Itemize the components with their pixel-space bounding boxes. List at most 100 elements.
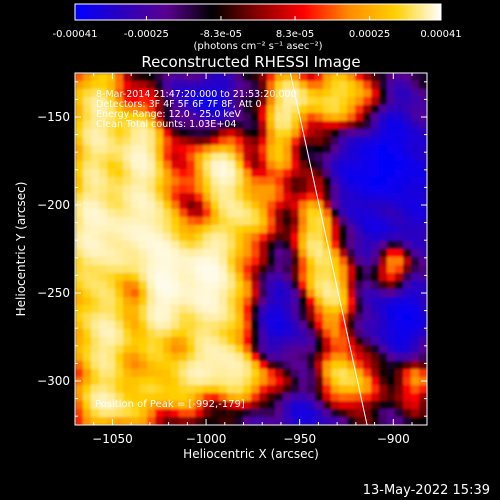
heatmap-cell <box>267 121 276 130</box>
heatmap-cell <box>115 353 124 362</box>
heatmap-cell <box>139 249 148 258</box>
heatmap-cell <box>227 273 236 282</box>
heatmap-cell <box>339 385 348 394</box>
heatmap-cell <box>275 225 284 234</box>
heatmap-cell <box>315 225 324 234</box>
footer-date: 13-May-2022 15:39 <box>363 483 490 498</box>
heatmap-cell <box>411 289 420 298</box>
heatmap-cell <box>91 321 100 330</box>
heatmap-cell <box>331 297 340 306</box>
heatmap-cell <box>315 377 324 386</box>
heatmap-cell <box>171 201 180 210</box>
heatmap-cell <box>387 97 396 106</box>
heatmap-cell <box>107 369 116 378</box>
heatmap-cell <box>315 289 324 298</box>
heatmap-cell <box>131 97 140 106</box>
heatmap-cell <box>419 313 427 322</box>
heatmap-cell <box>99 385 108 394</box>
heatmap-cell <box>171 313 180 322</box>
heatmap-cell <box>355 233 364 242</box>
heatmap-cell <box>267 185 276 194</box>
heatmap-cell <box>147 225 156 234</box>
heatmap-cell <box>267 417 276 425</box>
heatmap-cell <box>155 241 164 250</box>
heatmap-cell <box>131 177 140 186</box>
heatmap-cell <box>147 297 156 306</box>
heatmap-cell <box>107 249 116 258</box>
heatmap-cell <box>195 81 204 90</box>
heatmap-cell <box>275 313 284 322</box>
heatmap-cell <box>91 353 100 362</box>
colorbar-tick-label: -0.00041 <box>53 29 98 40</box>
heatmap-cell <box>291 185 300 194</box>
heatmap-cell <box>155 137 164 146</box>
heatmap-cell <box>99 193 108 202</box>
heatmap-cell <box>203 257 212 266</box>
heatmap-cell <box>347 289 356 298</box>
heatmap-cell <box>235 385 244 394</box>
heatmap-cell <box>171 289 180 298</box>
x-tick-label: −950 <box>283 432 316 446</box>
heatmap-cell <box>307 161 316 170</box>
heatmap-cell <box>259 241 268 250</box>
heatmap-cell <box>99 241 108 250</box>
heatmap-cell <box>363 353 372 362</box>
heatmap-cell <box>91 225 100 234</box>
heatmap-cell <box>347 345 356 354</box>
heatmap-cell <box>363 185 372 194</box>
heatmap-cell <box>235 281 244 290</box>
heatmap-cell <box>403 73 412 82</box>
heatmap-cell <box>235 329 244 338</box>
heatmap-cell <box>355 177 364 186</box>
heatmap-cell <box>99 113 108 122</box>
heatmap-cell <box>211 81 220 90</box>
heatmap-cell <box>243 233 252 242</box>
heatmap-cell <box>115 89 124 98</box>
heatmap-cell <box>187 217 196 226</box>
heatmap-cell <box>83 297 92 306</box>
heatmap-cell <box>163 169 172 178</box>
heatmap-cell <box>283 385 292 394</box>
heatmap-cell <box>315 257 324 266</box>
heatmap-cell <box>379 313 388 322</box>
heatmap-cell <box>147 185 156 194</box>
heatmap-cell <box>267 385 276 394</box>
heatmap-cell <box>411 185 420 194</box>
heatmap-cell <box>371 73 380 82</box>
energy-range-annotation: Energy Range: 12.0 - 25.0 keV <box>96 109 241 120</box>
heatmap-cell <box>163 89 172 98</box>
colorbar-unit-label: (photons cm⁻² s⁻¹ asec⁻²) <box>193 41 322 52</box>
heatmap-cell <box>91 377 100 386</box>
heatmap-cell <box>251 81 260 90</box>
heatmap-cell <box>267 137 276 146</box>
heatmap-cell <box>331 193 340 202</box>
heatmap-cell <box>315 393 324 402</box>
heatmap-cell <box>395 313 404 322</box>
heatmap-cell <box>155 153 164 162</box>
heatmap-cell <box>371 353 380 362</box>
heatmap-cell <box>91 153 100 162</box>
heatmap-cell <box>107 217 116 226</box>
heatmap-cell <box>299 209 308 218</box>
heatmap-cell <box>299 329 308 338</box>
heatmap-cell <box>275 321 284 330</box>
heatmap-cell <box>123 329 132 338</box>
heatmap-cell <box>131 337 140 346</box>
heatmap-cell <box>403 345 412 354</box>
heatmap-cell <box>139 161 148 170</box>
heatmap-cell <box>107 409 116 418</box>
heatmap-cell <box>83 105 92 114</box>
heatmap-cell <box>419 361 427 370</box>
heatmap-cell <box>83 233 92 242</box>
heatmap-cell <box>219 257 228 266</box>
heatmap-cell <box>419 105 427 114</box>
heatmap-cell <box>307 209 316 218</box>
heatmap-cell <box>259 153 268 162</box>
heatmap-cell <box>91 281 100 290</box>
heatmap-cell <box>251 169 260 178</box>
heatmap-cell <box>235 121 244 130</box>
heatmap-cell <box>363 161 372 170</box>
heatmap-cell <box>251 305 260 314</box>
heatmap-cell <box>243 281 252 290</box>
heatmap-cell <box>179 105 188 114</box>
